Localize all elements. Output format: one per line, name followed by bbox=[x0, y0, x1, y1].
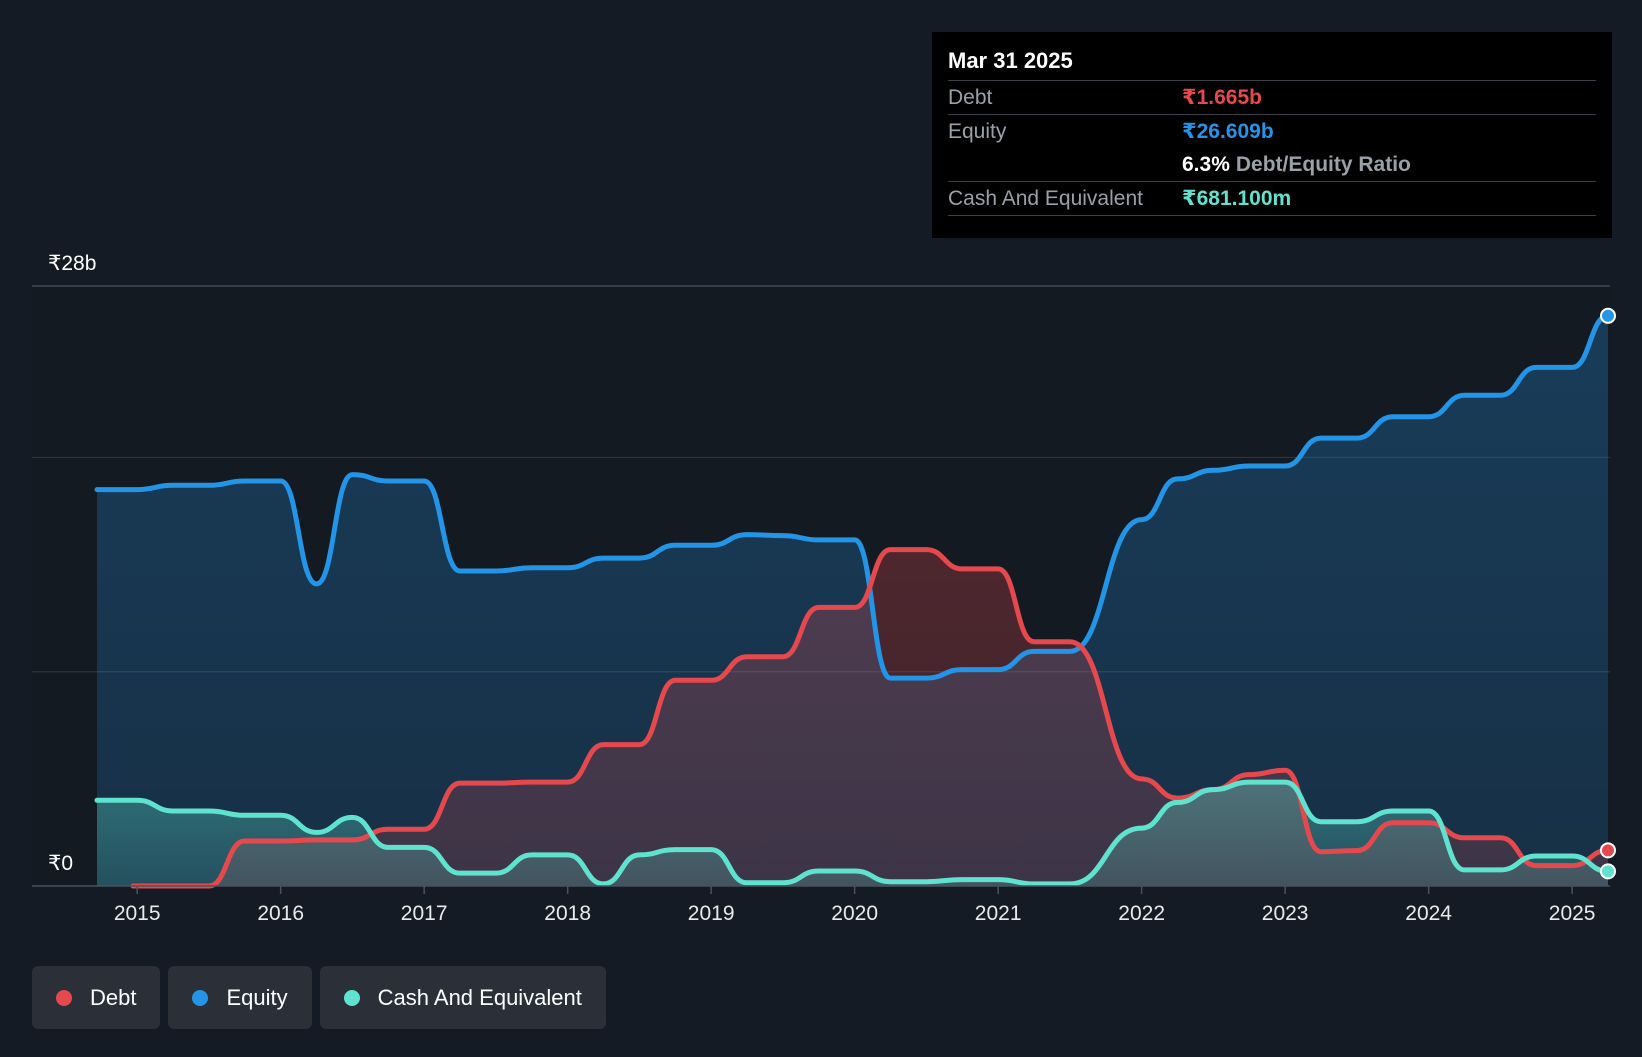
tooltip-cash-value: ₹681.100m bbox=[1182, 187, 1292, 210]
axes: 2015 2016 2017 2018 2019 2020 2021 2022 2023 2024… bbox=[32, 252, 1610, 925]
equity-dot-icon bbox=[192, 989, 209, 1006]
x-tick-label: 2022 bbox=[1118, 902, 1165, 925]
chart-legend: Debt Equity Cash And Equivalent bbox=[32, 966, 606, 1029]
cash-dot-icon bbox=[343, 989, 360, 1006]
equity-area bbox=[97, 315, 1608, 886]
x-tick-label: 2020 bbox=[831, 902, 878, 925]
tooltip-row-equity: Equity ₹26.609b bbox=[948, 114, 1596, 148]
tooltip-date: Mar 31 2025 bbox=[948, 48, 1073, 73]
legend-item-debt[interactable]: Debt bbox=[32, 966, 161, 1029]
x-tick-label: 2024 bbox=[1405, 902, 1452, 925]
tooltip-debt-label: Debt bbox=[948, 85, 993, 109]
equity-end-marker[interactable] bbox=[1600, 307, 1616, 324]
x-tick-label: 2023 bbox=[1262, 902, 1309, 925]
cash-area bbox=[97, 782, 1608, 886]
cash-end-marker[interactable] bbox=[1600, 863, 1616, 880]
x-tick-label: 2025 bbox=[1549, 902, 1596, 925]
y-axis-max-label: ₹28b bbox=[48, 252, 96, 275]
debt-line bbox=[130, 547, 1611, 889]
x-tick-label: 2015 bbox=[114, 902, 161, 925]
data-tooltip: Mar 31 2025 Debt ₹1.665b Equity ₹26.609b… bbox=[932, 32, 1612, 238]
series-end-markers bbox=[1600, 307, 1616, 880]
debt-end-marker[interactable] bbox=[1600, 842, 1616, 859]
tooltip-equity-value: ₹26.609b bbox=[1182, 120, 1274, 143]
tooltip-cash-label: Cash And Equivalent bbox=[948, 186, 1143, 210]
legend-item-cash[interactable]: Cash And Equivalent bbox=[319, 966, 606, 1029]
tooltip-row-cash: Cash And Equivalent ₹681.100m bbox=[948, 181, 1596, 216]
tooltip-debt-value: ₹1.665b bbox=[1182, 86, 1262, 109]
equity-line bbox=[94, 313, 1611, 681]
x-tick-label: 2018 bbox=[544, 902, 591, 925]
tooltip-row-debt: Debt ₹1.665b bbox=[948, 80, 1596, 114]
debt-dot-icon bbox=[56, 989, 72, 1006]
x-tick-label: 2016 bbox=[257, 902, 304, 925]
x-tick-label: 2019 bbox=[688, 902, 735, 925]
tooltip-ratio-label: Debt/Equity Ratio bbox=[1235, 152, 1411, 176]
tooltip-row-ratio: 6.3% Debt/Equity Ratio bbox=[948, 148, 1596, 181]
tooltip-ratio-value: 6.3% bbox=[1182, 152, 1230, 176]
legend-debt-label: Debt bbox=[90, 984, 137, 1010]
legend-cash-label: Cash And Equivalent bbox=[377, 984, 582, 1010]
cash-line bbox=[94, 779, 1611, 887]
x-tick-label: 2021 bbox=[975, 902, 1022, 925]
series-areas bbox=[97, 315, 1608, 886]
x-tick-label: 2017 bbox=[401, 902, 448, 925]
tooltip-equity-label: Equity bbox=[948, 119, 1007, 143]
y-axis-zero-label: ₹0 bbox=[48, 852, 73, 875]
legend-item-equity[interactable]: Equity bbox=[168, 966, 312, 1029]
series-lines bbox=[94, 313, 1611, 889]
legend-equity-label: Equity bbox=[226, 984, 288, 1010]
